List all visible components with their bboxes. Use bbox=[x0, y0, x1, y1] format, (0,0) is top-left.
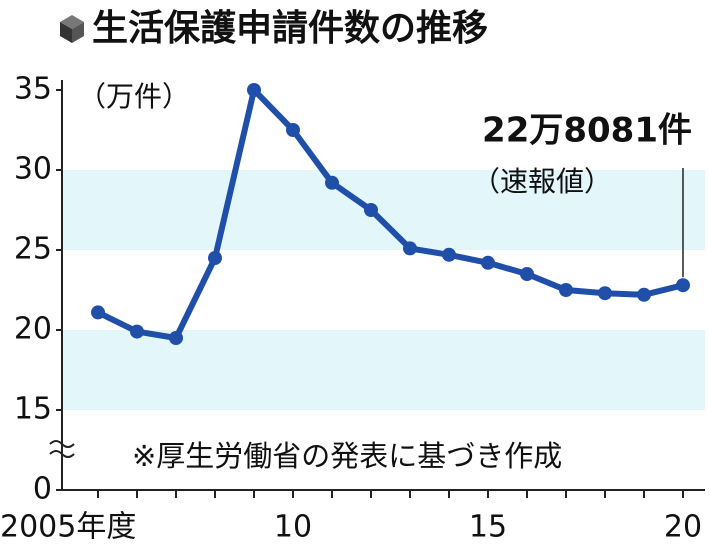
data-point bbox=[403, 241, 417, 256]
data-point bbox=[676, 278, 690, 293]
data-point bbox=[208, 251, 222, 265]
y-tick-label: 25 bbox=[14, 232, 52, 267]
data-point bbox=[130, 324, 144, 339]
y-tick-label: 30 bbox=[14, 152, 52, 187]
x-tick-label: 15 bbox=[469, 510, 507, 545]
data-point bbox=[598, 286, 612, 301]
y-tick-label: 20 bbox=[14, 312, 52, 347]
grid-band bbox=[62, 330, 705, 410]
title-icon bbox=[60, 15, 84, 43]
data-point bbox=[91, 305, 105, 320]
data-point bbox=[325, 175, 339, 190]
chart-title: 生活保護申請件数の推移 bbox=[92, 8, 488, 49]
data-point bbox=[481, 255, 495, 270]
y-tick-label: 0 bbox=[33, 472, 52, 507]
x-tick-label: 2005年度 bbox=[0, 510, 136, 545]
grid-band bbox=[62, 170, 705, 250]
data-point bbox=[637, 287, 651, 302]
axis-break bbox=[49, 440, 75, 458]
data-point bbox=[169, 331, 183, 345]
x-tick-label: 10 bbox=[274, 510, 312, 545]
source-note: ※厚生労働省の発表に基づき作成 bbox=[132, 439, 562, 473]
data-point bbox=[442, 247, 456, 262]
y-tick-label: 35 bbox=[14, 72, 52, 107]
data-point bbox=[286, 123, 300, 137]
y-tick-label: 15 bbox=[14, 392, 52, 427]
data-point bbox=[559, 283, 573, 297]
data-point bbox=[520, 267, 534, 281]
bands bbox=[62, 170, 705, 410]
data-point bbox=[247, 83, 261, 97]
y-unit: （万件） bbox=[78, 80, 190, 113]
series-line bbox=[96, 87, 684, 341]
data-point bbox=[364, 203, 378, 217]
annotation-note: （速報値） bbox=[472, 165, 612, 198]
annotation: 22万8081件 bbox=[482, 111, 692, 151]
x-tick-label: 20 bbox=[664, 510, 702, 545]
